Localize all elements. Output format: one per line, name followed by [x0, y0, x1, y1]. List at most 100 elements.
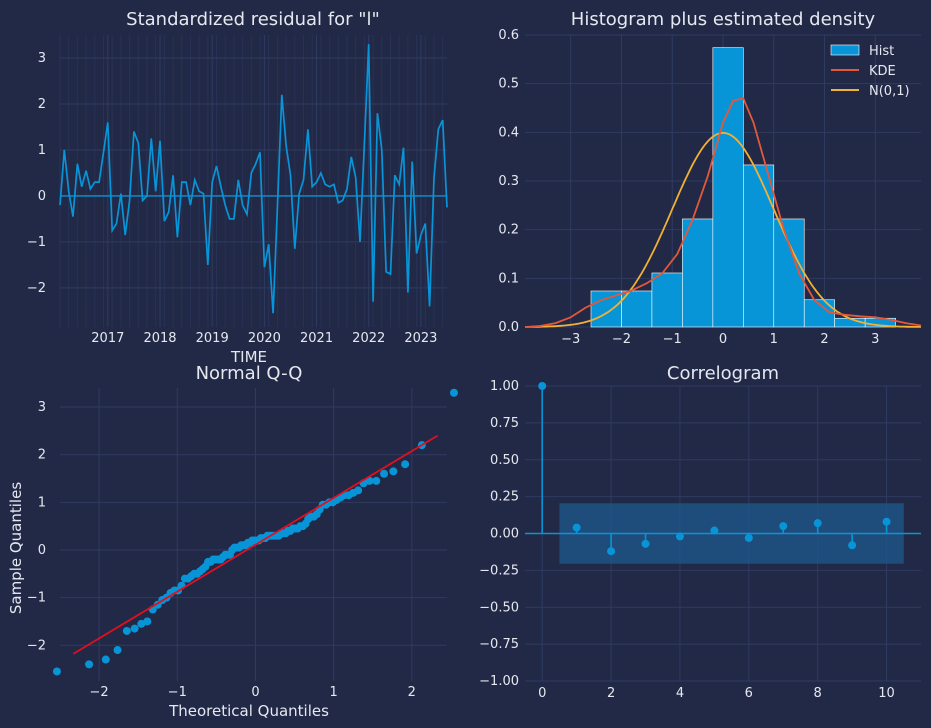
acf-point	[744, 533, 753, 542]
histogram-y-tick-label: 0.5	[498, 77, 519, 92]
correlogram-y-tick-label: 0.50	[490, 453, 519, 468]
histogram-legend: Hist KDE N(0,1)	[830, 44, 910, 99]
residual-y-tick-label: −1	[27, 235, 46, 250]
correlogram-x-tick-label: 0	[538, 686, 546, 701]
histogram-x-tick-label: 2	[820, 332, 828, 347]
residual-series-line	[59, 44, 448, 314]
residual-y-tick-label: 1	[38, 143, 46, 158]
acf-point	[675, 532, 684, 541]
residual-x-tick-label: 2020	[248, 331, 281, 346]
correlogram-y-tick-label: −1.00	[479, 674, 519, 689]
qq-point	[365, 476, 374, 485]
qq-y-tick-label: −1	[27, 591, 46, 606]
qq-point	[372, 476, 381, 485]
qq-y-tick-label: 0	[38, 543, 46, 558]
correlogram-y-tick-label: 0.00	[490, 527, 519, 542]
qq-point	[143, 617, 152, 626]
residual-x-tick-label: 2017	[91, 331, 124, 346]
qq-point	[101, 655, 110, 664]
residual-x-tick-label: 2023	[404, 331, 437, 346]
qq-x-tick-label: 1	[329, 685, 337, 700]
legend-hist-swatch	[830, 44, 860, 56]
histogram-x-tick-label: −3	[561, 332, 580, 347]
correlogram-title: Correlogram	[667, 363, 779, 384]
correlogram-panel: Correlogram −1.00 −0.75 −0.50 −0.25 0.00 0.25…	[479, 363, 921, 701]
residual-y-tick-label: −2	[27, 281, 46, 296]
qq-point	[354, 486, 363, 495]
correlogram-x-tick-label: 8	[814, 686, 822, 701]
residual-y-tick-label: 0	[38, 189, 46, 204]
correlogram-y-tick-label: 0.75	[490, 416, 519, 431]
histogram-title: Histogram plus estimated density	[571, 9, 876, 30]
acf-point	[538, 382, 547, 390]
correlogram-y-tick-label: −0.75	[479, 637, 519, 652]
residual-x-tick-label: 2019	[196, 331, 229, 346]
qq-point	[52, 667, 61, 676]
correlogram-y-tick-label: 0.25	[490, 490, 519, 505]
qq-x-tick-label: −1	[168, 685, 187, 700]
histogram-bar	[712, 47, 744, 328]
qq-y-tick-label: 3	[38, 400, 46, 415]
qq-reference-line	[72, 434, 439, 655]
residual-xlabel: TIME	[230, 348, 267, 366]
correlogram-x-tick-label: 2	[607, 686, 615, 701]
qq-y-tick-label: 2	[38, 448, 46, 463]
qq-point	[130, 624, 139, 633]
histogram-bar	[621, 290, 653, 328]
qq-y-tick-label: 1	[38, 495, 46, 510]
qq-title: Normal Q-Q	[196, 363, 303, 384]
qq-xlabel: Theoretical Quantiles	[168, 702, 329, 720]
correlogram-x-tick-label: 10	[878, 686, 895, 701]
correlogram-y-tick-label: −0.50	[479, 600, 519, 615]
acf-point	[813, 519, 822, 528]
qq-x-tick-label: 0	[251, 685, 259, 700]
kde-density-line	[524, 97, 922, 328]
histogram-x-tick-label: 3	[871, 332, 879, 347]
histogram-y-tick-label: 0.1	[498, 271, 519, 286]
legend-hist-label: Hist	[869, 44, 894, 59]
histogram-y-tick-label: 0.2	[498, 223, 519, 238]
acf-point	[641, 539, 650, 548]
normal-density-line	[525, 131, 921, 328]
legend-kde-label: KDE	[869, 64, 896, 79]
histogram-x-tick-label: 1	[770, 332, 778, 347]
histogram-x-tick-label: 0	[719, 332, 727, 347]
histogram-bar	[682, 218, 714, 328]
residual-x-tick-label: 2022	[352, 331, 385, 346]
qq-x-tick-label: 2	[408, 685, 416, 700]
qq-ylabel: Sample Quantiles	[7, 482, 25, 614]
histogram-y-tick-label: 0.0	[498, 320, 519, 335]
qq-point	[122, 626, 131, 635]
histogram-bar	[651, 272, 683, 328]
residual-x-tick-label: 2021	[300, 331, 333, 346]
histogram-y-tick-label: 0.3	[498, 174, 519, 189]
qq-point	[389, 467, 398, 476]
histogram-panel: Histogram plus estimated density 0.0 0.1 0…	[498, 9, 922, 347]
qq-point	[85, 660, 94, 669]
correlogram-x-tick-label: 4	[676, 686, 684, 701]
acf-point	[848, 541, 857, 550]
qq-panel: Normal Q-Q Theoretical Quantiles Sample …	[7, 363, 458, 720]
qq-point	[401, 460, 410, 469]
qq-point	[113, 646, 122, 655]
residual-y-tick-label: 2	[38, 97, 46, 112]
histogram-y-tick-label: 0.6	[498, 28, 519, 43]
histogram-x-tick-label: −1	[663, 332, 682, 347]
histogram-bar	[590, 290, 622, 328]
acf-point	[710, 526, 719, 535]
correlogram-y-tick-label: −0.25	[479, 563, 519, 578]
correlogram-y-tick-label: 1.00	[490, 379, 519, 394]
residual-panel: Standardized residual for "l" TIME −2 −1 0…	[27, 9, 448, 366]
acf-point	[607, 547, 616, 556]
histogram-y-tick-label: 0.4	[498, 125, 519, 140]
residual-title: Standardized residual for "l"	[126, 9, 380, 30]
qq-point	[449, 388, 458, 397]
acf-point	[882, 517, 891, 526]
qq-y-tick-label: −2	[27, 638, 46, 653]
correlogram-x-tick-label: 6	[745, 686, 753, 701]
acf-point	[779, 522, 788, 531]
residual-x-tick-label: 2018	[143, 331, 176, 346]
histogram-x-tick-label: −2	[612, 332, 631, 347]
qq-x-tick-label: −2	[90, 685, 109, 700]
